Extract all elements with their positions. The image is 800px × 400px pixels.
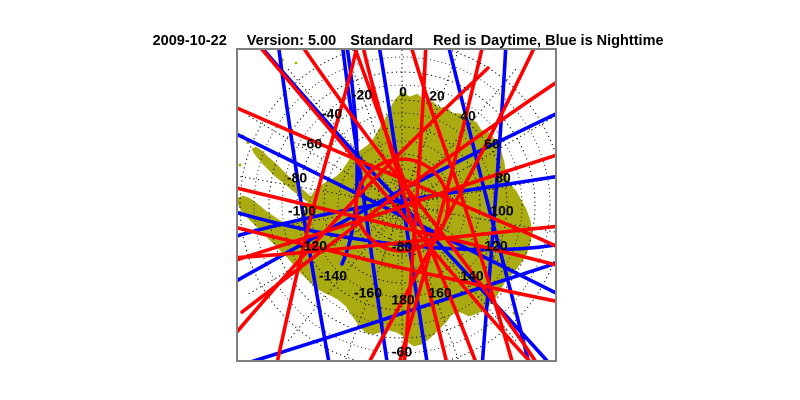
- daytime-tracks: [238, 50, 555, 360]
- lon-label--40: -40: [322, 106, 342, 122]
- lon-label-140: 140: [460, 268, 484, 284]
- lon-label-20: 20: [429, 88, 445, 104]
- lat-label--60: -60: [392, 344, 412, 360]
- lon-label--160: -160: [354, 285, 382, 301]
- longitude-labels: -20 0 20 -40 40 -60 60 -80 80 -100 100 -…: [287, 84, 514, 308]
- pole-terminator-ring: [354, 157, 450, 253]
- page-title: 2009-10-22 Version: 5.00 Standard Red is Da…: [0, 17, 800, 65]
- lon-label-100: 100: [490, 203, 514, 219]
- polar-map-svg: -20 0 20 -40 40 -60 60 -80 80 -100 100 -…: [238, 50, 555, 360]
- title-version: Version: 5.00: [246, 33, 337, 49]
- lon-label--80: -80: [287, 170, 307, 186]
- title-mode: Standard: [350, 33, 414, 49]
- lon-label-80: 80: [495, 170, 511, 186]
- lon-label--20: -20: [352, 87, 372, 103]
- lon-label--120: -120: [299, 238, 327, 254]
- polar-map-plot: -20 0 20 -40 40 -60 60 -80 80 -100 100 -…: [236, 48, 557, 362]
- lon-label-60: 60: [484, 136, 500, 152]
- latitude-labels: -80 -60: [392, 239, 412, 360]
- lon-label-40: 40: [460, 108, 476, 124]
- lon-label-160: 160: [428, 285, 452, 301]
- lon-label-0: 0: [399, 84, 407, 100]
- lon-label-180: 180: [391, 292, 415, 308]
- lat-label--80: -80: [392, 239, 412, 255]
- lon-label--100: -100: [288, 203, 316, 219]
- lon-label--60: -60: [302, 136, 322, 152]
- title-date: 2009-10-22: [152, 33, 227, 49]
- title-legend: Red is Daytime, Blue is Nighttime: [433, 33, 664, 49]
- lon-label-120: 120: [484, 238, 508, 254]
- lon-label--140: -140: [319, 268, 347, 284]
